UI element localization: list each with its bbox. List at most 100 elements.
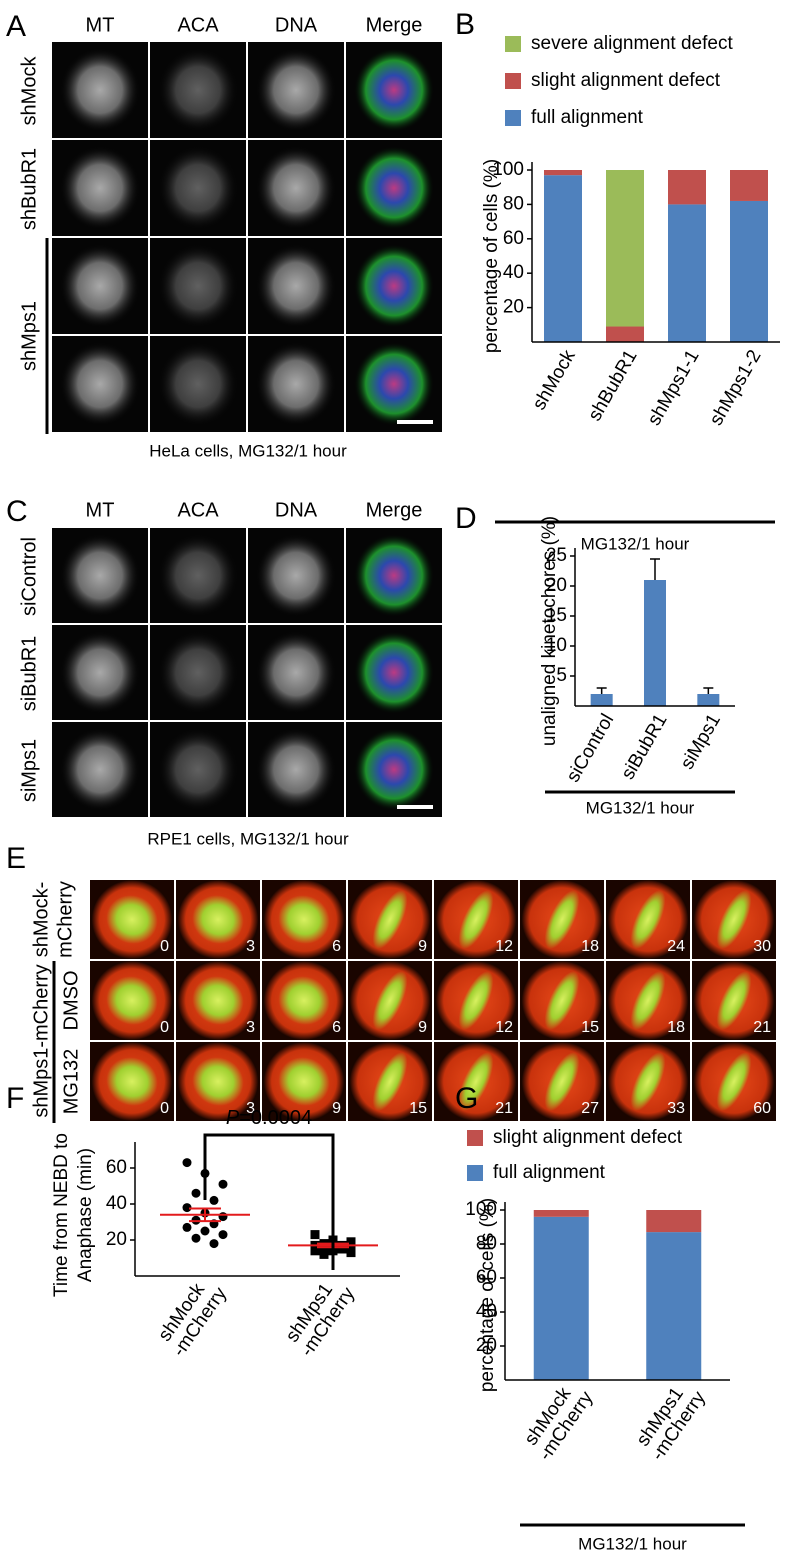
data-point — [200, 1226, 210, 1236]
row-label: shBubR1 — [18, 148, 40, 230]
frame-chromosomes — [106, 1057, 158, 1106]
y-tick-label: 100 — [492, 159, 524, 180]
micrograph-cell — [353, 341, 435, 427]
frame-chromosomes — [630, 1052, 666, 1111]
time-label: 15 — [581, 1019, 599, 1036]
bar-segment — [606, 170, 644, 327]
time-label: 3 — [246, 1100, 255, 1117]
frame-chromosomes — [106, 895, 158, 944]
frame-chromosomes — [372, 1052, 408, 1111]
panel-letter: C — [6, 495, 28, 528]
y-tick-label: 60 — [503, 228, 524, 249]
panel-letter: B — [455, 8, 475, 41]
time-label: 3 — [246, 1019, 255, 1036]
y-tick-label: 40 — [476, 1301, 497, 1322]
x-tick-label: shBubR1 — [584, 347, 641, 425]
row-label: MG132 — [60, 1049, 82, 1115]
row-label: DMSO — [60, 971, 82, 1031]
y-tick-label: 15 — [546, 605, 567, 626]
frame-chromosomes — [458, 1052, 494, 1111]
micrograph-cell — [157, 145, 239, 231]
y-tick-label: 5 — [556, 665, 567, 686]
micrograph — [346, 42, 442, 138]
data-point — [319, 1244, 329, 1254]
micrograph-cell — [59, 47, 141, 133]
micrograph — [52, 722, 148, 817]
micrograph-cell — [59, 533, 141, 618]
frame-chromosomes — [372, 890, 408, 949]
bar-segment — [606, 326, 644, 342]
time-label: 0 — [160, 1019, 169, 1036]
x-tick-label: shMock — [529, 346, 580, 414]
row-label: shMock — [18, 56, 40, 126]
frame-chromosomes — [192, 1057, 244, 1106]
micrograph-cell — [157, 341, 239, 427]
micrograph-cell — [157, 47, 239, 133]
p-value: =0.0004 — [239, 1107, 312, 1129]
micrograph — [150, 336, 246, 432]
micrograph — [248, 722, 344, 817]
y-tick-label: 20 — [106, 1229, 127, 1250]
micrograph-cell — [59, 243, 141, 329]
x-tick-label: siMps1 — [677, 711, 725, 774]
frame-chromosomes — [192, 895, 244, 944]
micrograph-cell — [255, 630, 337, 715]
p-symbol: P — [226, 1107, 240, 1129]
micrograph-cell — [353, 630, 435, 715]
time-label: 6 — [332, 1019, 341, 1036]
data-point — [218, 1179, 228, 1189]
frame-chromosomes — [716, 1052, 752, 1111]
frame-chromosomes — [278, 895, 330, 944]
column-header: ACA — [177, 14, 219, 36]
time-label: 21 — [495, 1100, 513, 1117]
data-point — [319, 1249, 329, 1259]
micrograph — [52, 625, 148, 720]
time-label: 3 — [246, 938, 255, 955]
row-label: shMock- — [30, 882, 52, 958]
legend-label: slight alignment defect — [531, 70, 721, 91]
micrograph-cell — [59, 727, 141, 812]
column-header: Merge — [366, 14, 423, 36]
time-label: 60 — [753, 1100, 771, 1117]
micrograph — [150, 625, 246, 720]
bar-segment — [730, 200, 768, 342]
time-label: 30 — [753, 938, 771, 955]
time-label: 9 — [332, 1100, 341, 1117]
data-point — [209, 1195, 219, 1205]
y-tick-label: 40 — [106, 1193, 127, 1214]
micrograph-cell — [59, 630, 141, 715]
time-label: 0 — [160, 938, 169, 955]
frame-chromosomes — [372, 971, 408, 1030]
legend-swatch — [505, 73, 521, 89]
bar — [644, 580, 666, 706]
y-tick-label: 80 — [476, 1233, 497, 1254]
frame-chromosomes — [278, 976, 330, 1025]
bar-segment — [533, 1216, 589, 1380]
y-tick-label: 10 — [546, 635, 567, 656]
x-axis-title: MG132/1 hour — [581, 534, 690, 553]
micrograph — [52, 336, 148, 432]
x-tick-label: siBubR1 — [618, 711, 672, 784]
micrograph-cell — [255, 243, 337, 329]
micrograph — [346, 336, 442, 432]
row-label: shMps1 — [18, 301, 40, 371]
y-tick-label: 20 — [503, 297, 524, 318]
scale-bar — [397, 805, 433, 809]
bar-segment — [646, 1210, 702, 1233]
column-header: MT — [86, 499, 115, 521]
legend-label: slight alignment defect — [493, 1127, 683, 1148]
micrograph — [150, 42, 246, 138]
micrograph — [248, 140, 344, 236]
y-tick-label: 60 — [476, 1267, 497, 1288]
micrograph — [346, 625, 442, 720]
time-label: 12 — [495, 938, 513, 955]
time-label: 9 — [418, 938, 427, 955]
time-label: 18 — [667, 1019, 685, 1036]
data-point — [346, 1237, 356, 1247]
micrograph-cell — [353, 145, 435, 231]
time-label: 33 — [667, 1100, 685, 1117]
row-label: mCherry — [54, 881, 76, 958]
panel-letter: F — [6, 1082, 24, 1115]
micrograph-cell — [157, 533, 239, 618]
data-point — [209, 1239, 219, 1249]
